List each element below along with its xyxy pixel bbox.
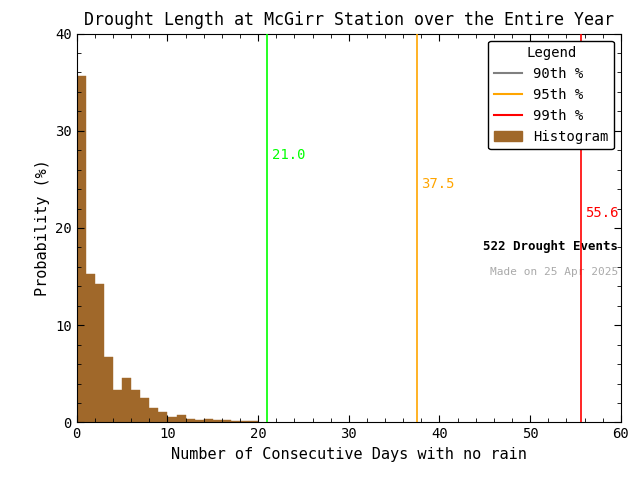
Text: 37.5: 37.5 bbox=[421, 177, 455, 191]
Bar bbox=[77, 76, 86, 422]
Legend: 90th %, 95th %, 99th %, Histogram: 90th %, 95th %, 99th %, Histogram bbox=[488, 40, 614, 149]
Bar bbox=[240, 421, 249, 422]
Bar bbox=[168, 417, 177, 422]
Bar bbox=[131, 390, 140, 422]
Bar bbox=[231, 421, 240, 422]
Bar bbox=[195, 420, 204, 422]
Bar bbox=[186, 419, 195, 422]
Bar bbox=[149, 408, 158, 422]
Text: Made on 25 Apr 2025: Made on 25 Apr 2025 bbox=[490, 267, 618, 277]
Bar bbox=[158, 412, 168, 422]
Bar bbox=[212, 420, 222, 422]
Bar bbox=[104, 357, 113, 422]
Bar bbox=[177, 415, 186, 422]
Bar bbox=[140, 398, 149, 422]
Bar bbox=[113, 390, 122, 422]
Title: Drought Length at McGirr Station over the Entire Year: Drought Length at McGirr Station over th… bbox=[84, 11, 614, 29]
Bar bbox=[222, 420, 231, 422]
X-axis label: Number of Consecutive Days with no rain: Number of Consecutive Days with no rain bbox=[171, 447, 527, 462]
Text: 522 Drought Events: 522 Drought Events bbox=[483, 240, 618, 252]
Bar bbox=[249, 421, 258, 422]
Text: 55.6: 55.6 bbox=[586, 206, 619, 220]
Bar bbox=[86, 274, 95, 422]
Text: 21.0: 21.0 bbox=[272, 148, 305, 162]
Bar bbox=[95, 284, 104, 422]
Bar bbox=[204, 419, 212, 422]
Y-axis label: Probability (%): Probability (%) bbox=[35, 159, 50, 297]
Bar bbox=[122, 378, 131, 422]
